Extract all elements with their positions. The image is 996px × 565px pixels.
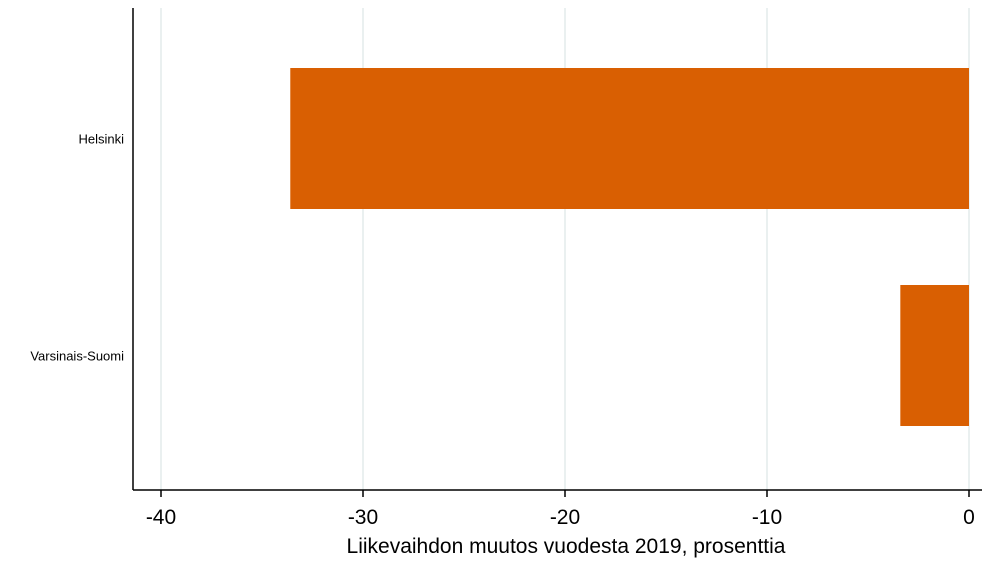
category-labels: Helsinki Varsinais-Suomi xyxy=(30,132,124,364)
x-tick-label: 0 xyxy=(963,506,975,529)
x-tick-label: -40 xyxy=(146,506,176,529)
bar-helsinki xyxy=(290,68,969,209)
bar-varsinais-suomi xyxy=(900,285,969,426)
x-axis-title: Liikevaihdon muutos vuodesta 2019, prose… xyxy=(347,535,786,558)
category-label: Helsinki xyxy=(78,132,124,147)
x-axis-ticks: -40 -30 -20 -10 0 xyxy=(146,490,975,529)
category-label: Varsinais-Suomi xyxy=(30,349,124,364)
bars xyxy=(290,68,969,426)
x-tick-label: -20 xyxy=(550,506,580,529)
x-tick-label: -10 xyxy=(752,506,782,529)
x-tick-label: -30 xyxy=(348,506,378,529)
